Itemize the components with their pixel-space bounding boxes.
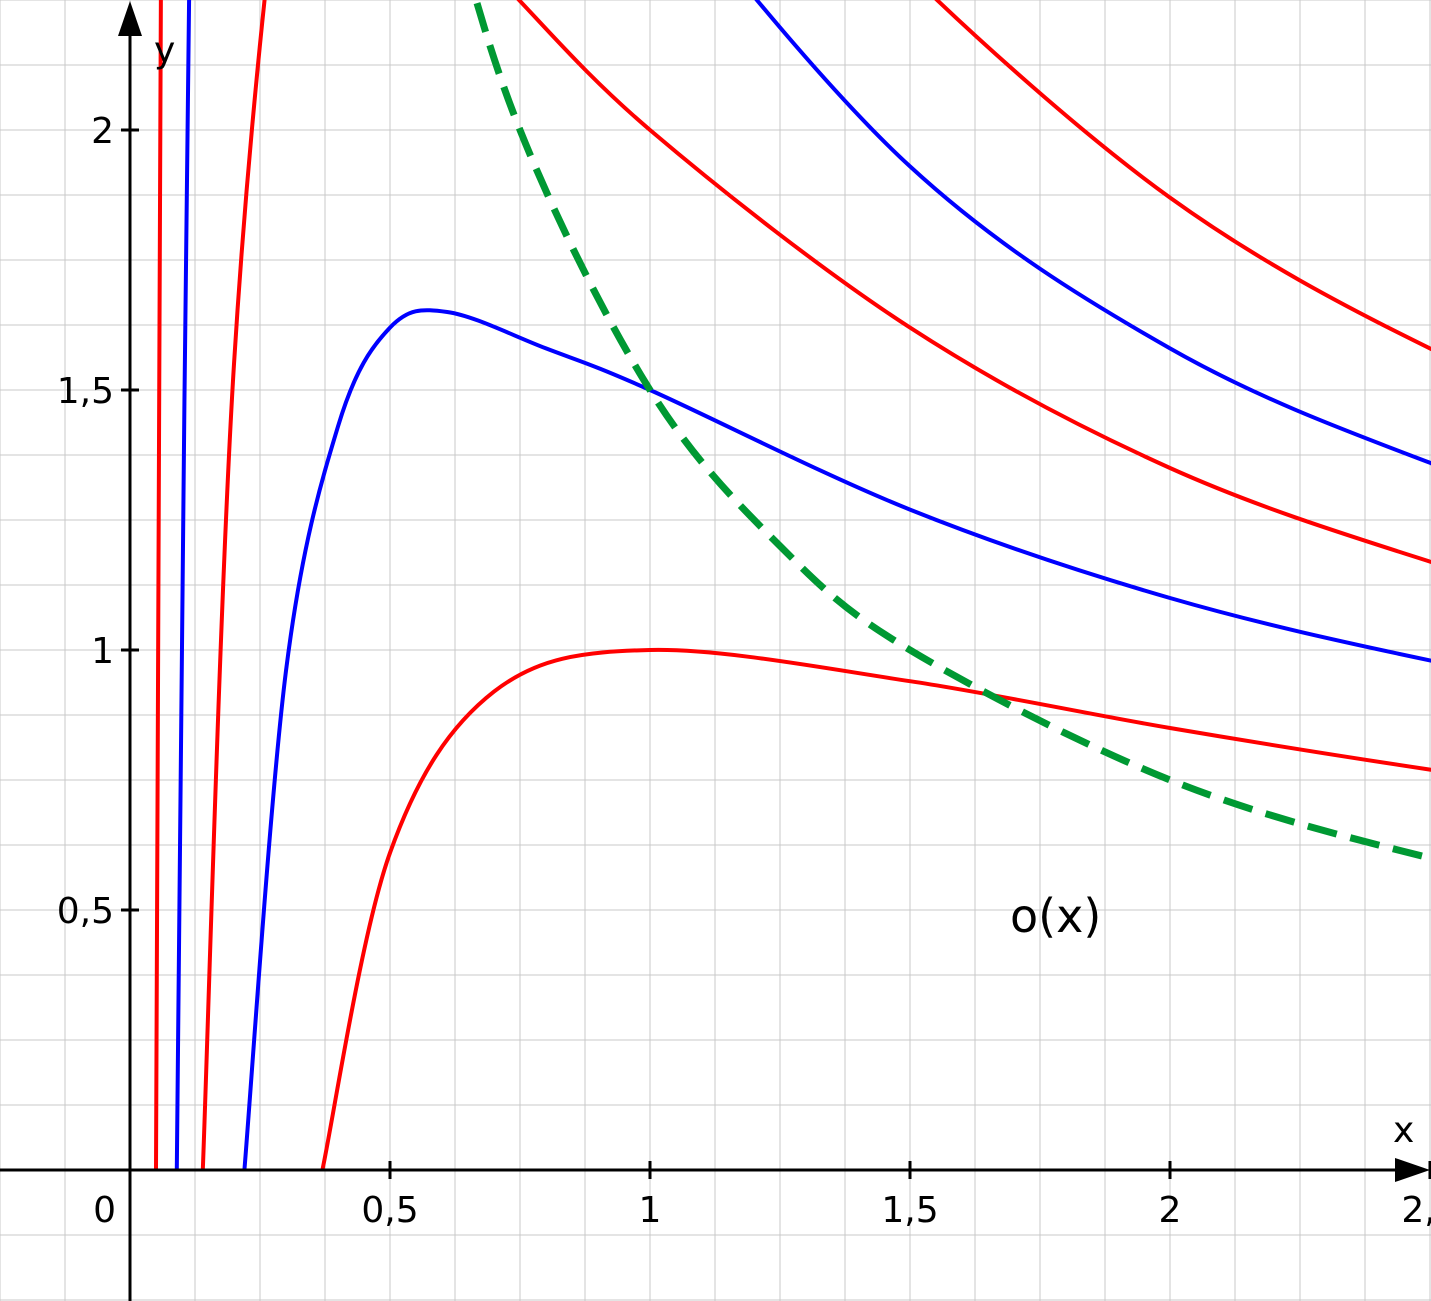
annotations: o(x)	[1010, 889, 1101, 943]
y-axis-arrow	[118, 1, 142, 36]
x-axis-arrow	[1395, 1158, 1430, 1182]
y-tick-label: 0,5	[57, 891, 114, 932]
origin-label: 0	[93, 1190, 116, 1231]
x-ticks: 0,511,522,533,544,5	[361, 1161, 1431, 1231]
y-tick-label: 2	[91, 111, 114, 152]
curve-o-of-x	[472, 0, 1431, 862]
y-tick-label: 1,5	[57, 371, 114, 412]
curve-label-o-of-x: o(x)	[1010, 889, 1101, 943]
y-ticks: 0,511,522,533,54	[57, 111, 139, 932]
curve-6	[934, 0, 1431, 352]
x-tick-label: 1,5	[881, 1190, 938, 1231]
curve-1	[320, 647, 1431, 1171]
curves	[154, 0, 1431, 1171]
curve-2	[242, 308, 1431, 1171]
x-axis-label: x	[1393, 1110, 1414, 1151]
x-tick-label: 0,5	[361, 1190, 418, 1231]
y-tick-label: 1	[91, 631, 114, 672]
x-tick-label: 2	[1159, 1190, 1182, 1231]
x-tick-label: 2,5	[1401, 1190, 1431, 1231]
curve-3	[200, 0, 1431, 1171]
curve-5	[154, 0, 163, 1171]
y-axis-label: y	[154, 30, 175, 71]
x-tick-label: 1	[639, 1190, 662, 1231]
